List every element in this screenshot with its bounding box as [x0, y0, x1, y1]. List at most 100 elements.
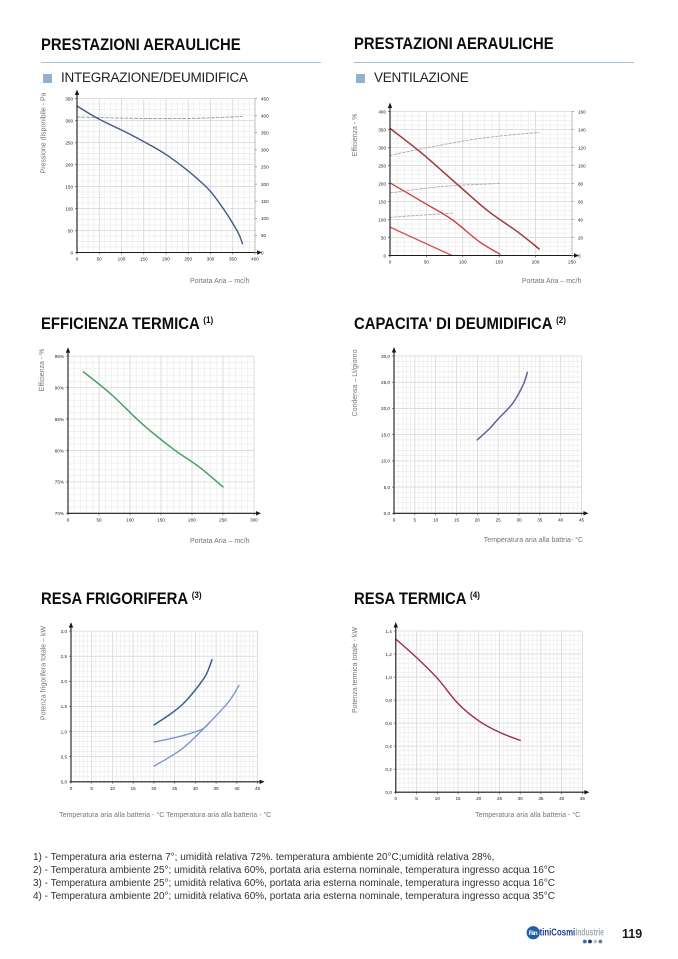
svg-text:Condensa – Lt/giorno: Condensa – Lt/giorno	[352, 349, 359, 416]
svg-text:250: 250	[261, 165, 269, 170]
svg-text:300: 300	[250, 517, 258, 522]
svg-text:20: 20	[475, 517, 481, 522]
svg-text:250: 250	[568, 260, 576, 265]
svg-text:Portata Aria – mc/h: Portata Aria – mc/h	[190, 278, 250, 285]
svg-text:400: 400	[261, 113, 269, 118]
svg-text:50: 50	[96, 517, 102, 522]
svg-text:45: 45	[580, 796, 586, 801]
svg-text:160: 160	[578, 109, 586, 114]
svg-text:10,0: 10,0	[381, 459, 390, 464]
svg-text:400: 400	[378, 109, 386, 114]
svg-text:5: 5	[90, 786, 93, 791]
svg-text:1,5: 1,5	[61, 704, 68, 709]
svg-text:Portata Aria – mc/h: Portata Aria – mc/h	[190, 538, 250, 545]
svg-text:20: 20	[476, 796, 482, 801]
svg-text:Efficienza - %: Efficienza - %	[39, 349, 46, 392]
svg-text:Potenza frigorifera totale – k: Potenza frigorifera totale – kW	[41, 626, 48, 721]
svg-text:250: 250	[219, 517, 227, 522]
svg-text:tiniCosmi: tiniCosmi	[540, 928, 576, 939]
svg-text:150: 150	[495, 260, 503, 265]
svg-text:100: 100	[578, 163, 586, 168]
svg-text:45: 45	[579, 517, 585, 522]
svg-text:140: 140	[578, 127, 586, 132]
svg-text:15: 15	[454, 517, 460, 522]
svg-text:50: 50	[424, 260, 430, 265]
svg-text:300: 300	[378, 145, 386, 150]
svg-text:350: 350	[261, 131, 269, 136]
svg-text:150: 150	[157, 517, 165, 522]
svg-text:0: 0	[261, 250, 264, 255]
svg-text:3,0: 3,0	[61, 629, 68, 634]
svg-text:200: 200	[378, 181, 386, 186]
svg-text:350: 350	[378, 127, 386, 132]
svg-text:0: 0	[67, 517, 70, 522]
svg-text:0,0: 0,0	[61, 780, 68, 785]
svg-text:Temperatura aria alla batteria: Temperatura aria alla batteria - °C	[475, 811, 580, 819]
svg-text:Portata Aria – mc/h: Portata Aria – mc/h	[522, 278, 582, 285]
svg-text:0: 0	[76, 257, 79, 262]
svg-text:0: 0	[395, 796, 398, 801]
svg-text:Temperatura aria alla batteria: Temperatura aria alla batteria - °C Temp…	[59, 811, 271, 819]
svg-text:200: 200	[532, 260, 540, 265]
svg-text:100: 100	[261, 216, 269, 221]
svg-text:70%: 70%	[55, 511, 64, 516]
svg-text:20: 20	[151, 786, 157, 791]
svg-text:0,8: 0,8	[385, 698, 392, 703]
svg-text:10: 10	[433, 517, 439, 522]
svg-text:0,0: 0,0	[384, 511, 391, 516]
svg-text:50: 50	[97, 257, 103, 262]
svg-text:200: 200	[188, 517, 196, 522]
svg-text:15: 15	[131, 786, 137, 791]
svg-text:0,2: 0,2	[385, 767, 392, 772]
svg-text:80%: 80%	[55, 448, 64, 453]
svg-text:0: 0	[393, 517, 396, 522]
svg-text:5,0: 5,0	[384, 485, 391, 490]
svg-text:30,0: 30,0	[381, 354, 390, 359]
svg-text:200: 200	[162, 257, 170, 262]
svg-text:0: 0	[578, 253, 581, 258]
svg-text:85%: 85%	[55, 417, 64, 422]
svg-text:1,0: 1,0	[385, 675, 392, 680]
svg-text:Temperatura aria alla battria-: Temperatura aria alla battria- °C	[484, 536, 583, 544]
svg-text:Potenza termica totale - kW: Potenza termica totale - kW	[352, 627, 359, 713]
svg-text:30: 30	[516, 517, 522, 522]
svg-text:25: 25	[172, 786, 178, 791]
svg-text:40: 40	[558, 517, 564, 522]
svg-text:100: 100	[65, 206, 73, 211]
svg-text:300: 300	[261, 148, 269, 153]
svg-text:40: 40	[578, 217, 584, 222]
svg-text:250: 250	[184, 257, 192, 262]
svg-text:200: 200	[261, 182, 269, 187]
svg-text:75%: 75%	[55, 480, 64, 485]
svg-text:120: 120	[578, 145, 586, 150]
svg-text:35: 35	[538, 796, 544, 801]
svg-text:35: 35	[214, 786, 220, 791]
svg-text:0,4: 0,4	[385, 744, 392, 749]
svg-text:2,0: 2,0	[61, 679, 68, 684]
svg-text:25,0: 25,0	[381, 380, 390, 385]
svg-text:25: 25	[497, 796, 503, 801]
svg-text:50: 50	[381, 235, 387, 240]
svg-text:Efficienza - %: Efficienza - %	[352, 114, 359, 157]
svg-text:350: 350	[65, 96, 73, 101]
svg-text:20: 20	[578, 235, 584, 240]
svg-text:0,6: 0,6	[385, 721, 392, 726]
svg-text:45: 45	[255, 786, 261, 791]
svg-text:30: 30	[193, 786, 199, 791]
svg-text:60: 60	[578, 199, 584, 204]
svg-text:450: 450	[261, 96, 269, 101]
svg-text:350: 350	[229, 257, 237, 262]
svg-text:20,0: 20,0	[381, 406, 390, 411]
svg-text:35: 35	[537, 517, 543, 522]
svg-text:0: 0	[389, 260, 392, 265]
svg-text:400: 400	[251, 257, 259, 262]
svg-text:40: 40	[559, 796, 565, 801]
svg-text:5: 5	[415, 796, 418, 801]
svg-text:150: 150	[65, 184, 73, 189]
svg-text:150: 150	[261, 199, 269, 204]
svg-text:100: 100	[459, 260, 467, 265]
svg-text:200: 200	[65, 162, 73, 167]
svg-text:150: 150	[140, 257, 148, 262]
svg-text:50: 50	[261, 233, 267, 238]
svg-text:40: 40	[234, 786, 240, 791]
